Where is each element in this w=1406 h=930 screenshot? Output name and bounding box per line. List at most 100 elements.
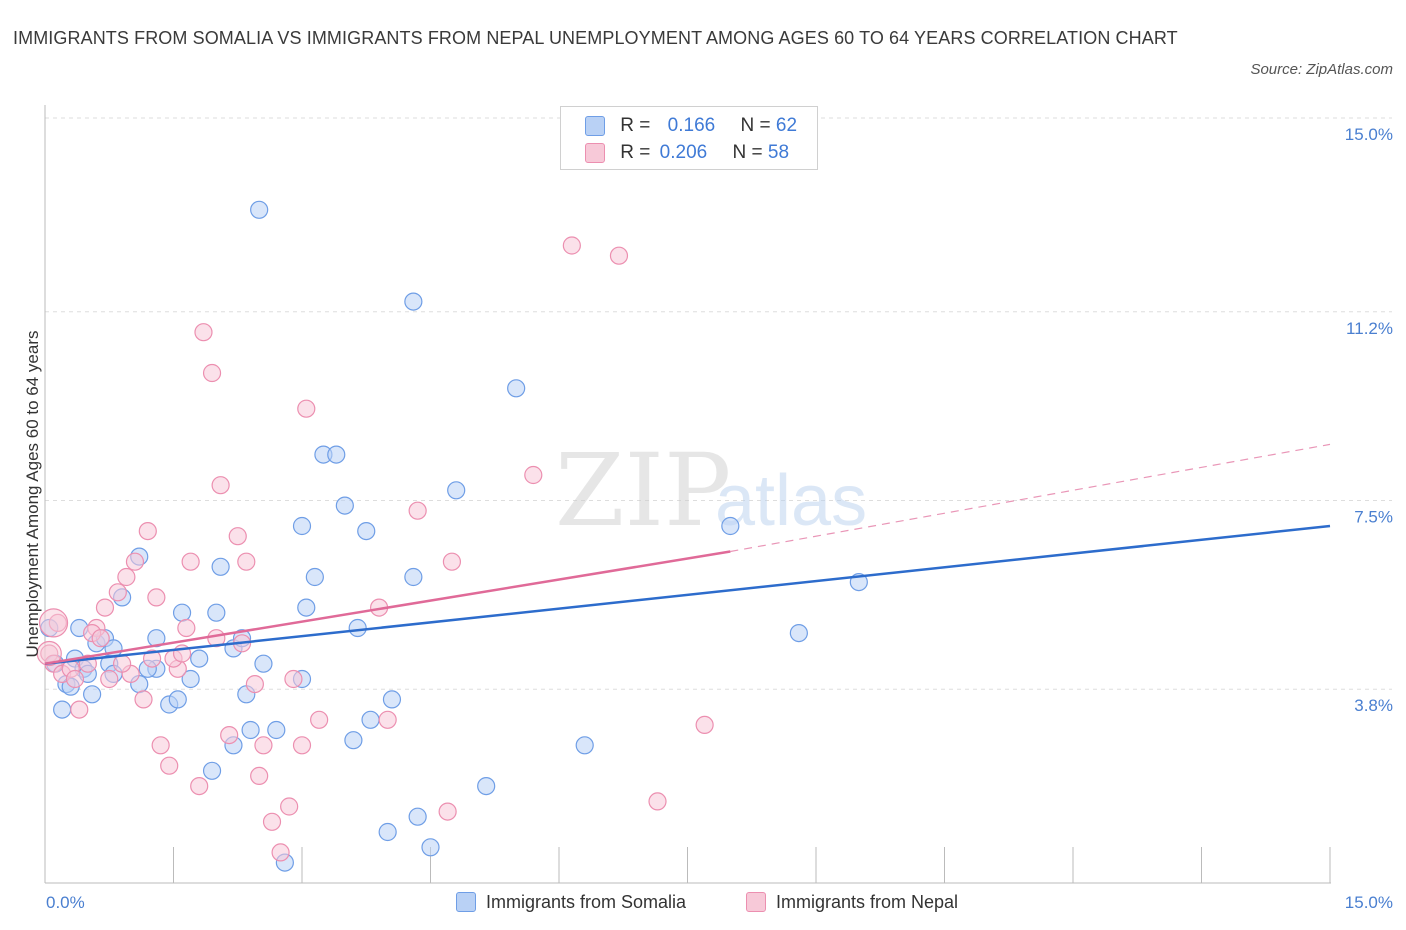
x-tick-label: 15.0% xyxy=(1345,893,1393,912)
data-point-somalia xyxy=(575,736,594,755)
data-point-somalia xyxy=(327,445,346,464)
data-point-nepal xyxy=(408,501,427,520)
data-point-nepal xyxy=(250,766,269,786)
data-point-somalia xyxy=(507,379,526,398)
data-point-nepal xyxy=(108,583,127,602)
data-point-somalia xyxy=(250,200,269,219)
data-point-somalia xyxy=(404,292,423,311)
trend-line-nepal xyxy=(44,550,731,665)
bottom-legend-swatch-nepal xyxy=(746,891,766,912)
data-point-somalia xyxy=(207,603,226,622)
tick-labels: 3.8% 7.5% 11.2% 15.0% 0.0% 15.0% xyxy=(46,125,1393,912)
bottom-legend-nepal: Immigrants from Nepal xyxy=(746,889,958,915)
legend-n-value: 62 xyxy=(775,115,798,136)
legend-n-label: N = xyxy=(740,115,771,136)
y-axis-label: Unemployment Among Ages 60 to 64 years xyxy=(23,331,42,658)
data-point-somalia xyxy=(202,761,222,780)
trend-lines xyxy=(44,443,1331,665)
data-point-nepal xyxy=(228,527,247,546)
data-point-nepal xyxy=(237,552,256,571)
data-point-nepal xyxy=(562,236,581,255)
chart-title: IMMIGRANTS FROM SOMALIA VS IMMIGRANTS FR… xyxy=(13,28,1178,48)
data-point-somalia xyxy=(305,567,324,587)
data-point-somalia xyxy=(382,690,402,709)
data-point-somalia xyxy=(181,669,200,689)
data-point-nepal xyxy=(297,399,316,418)
source-label: Source: ZipAtlas.com xyxy=(1250,61,1393,78)
data-point-nepal xyxy=(36,640,62,667)
data-point-nepal xyxy=(95,598,115,617)
y-tick-label: 3.8% xyxy=(1354,696,1393,715)
data-point-somalia xyxy=(254,654,273,673)
bottom-legend-somalia: Immigrants from Somalia xyxy=(456,889,686,915)
data-point-nepal xyxy=(442,552,462,571)
bottom-legend-swatch-somalia xyxy=(456,891,476,912)
data-point-nepal xyxy=(220,725,239,745)
data-point-nepal xyxy=(280,797,299,816)
watermark: ZIP atlas xyxy=(555,432,867,549)
data-point-nepal xyxy=(160,756,179,775)
data-point-nepal xyxy=(194,323,213,342)
data-point-nepal xyxy=(151,736,170,755)
data-point-somalia xyxy=(408,807,427,826)
data-point-nepal xyxy=(695,715,714,735)
trend-line-nepal-extension xyxy=(730,443,1331,553)
data-point-nepal xyxy=(609,246,629,265)
series-nepal-points xyxy=(36,236,714,862)
data-point-somalia xyxy=(241,720,260,740)
data-point-nepal xyxy=(310,710,329,729)
data-point-nepal xyxy=(142,649,162,668)
y-tick-label: 7.5% xyxy=(1354,508,1393,527)
trend-line-somalia xyxy=(44,524,1331,665)
bottom-legend-label-somalia: Immigrants from Somalia xyxy=(486,892,687,912)
data-point-nepal xyxy=(38,608,69,638)
data-point-somalia xyxy=(421,838,440,857)
legend-n-label: N = xyxy=(732,142,763,163)
legend-n-value: 58 xyxy=(767,142,790,163)
data-point-nepal xyxy=(284,669,303,689)
data-point-nepal xyxy=(147,588,166,607)
data-point-nepal xyxy=(202,363,222,383)
data-point-nepal xyxy=(65,669,85,689)
legend-r-label: R = xyxy=(620,142,651,163)
legend-swatch-nepal xyxy=(585,142,605,163)
data-point-nepal xyxy=(138,521,157,541)
data-point-somalia xyxy=(789,623,808,643)
data-point-nepal xyxy=(211,476,230,495)
y-tick-label: 15.0% xyxy=(1345,125,1393,144)
series-somalia-points xyxy=(40,200,868,872)
data-point-nepal xyxy=(100,669,119,689)
data-point-somalia xyxy=(292,516,312,536)
data-point-nepal xyxy=(524,465,543,485)
data-point-nepal xyxy=(190,776,209,796)
watermark-zip: ZIP xyxy=(555,432,731,549)
gridlines xyxy=(45,117,1392,690)
data-point-somalia xyxy=(404,567,423,587)
legend-r-value: 0.166 xyxy=(667,115,716,136)
data-point-nepal xyxy=(292,736,312,755)
data-point-somalia xyxy=(348,618,367,638)
data-point-nepal xyxy=(134,690,153,709)
data-point-nepal xyxy=(254,736,273,755)
data-point-nepal xyxy=(181,552,200,571)
data-point-somalia xyxy=(211,557,230,576)
data-point-somalia xyxy=(344,731,363,750)
data-point-nepal xyxy=(70,700,89,719)
legend-r-value: 0.206 xyxy=(659,142,708,163)
legend: R = 0.166 N = 62 R = 0.206 N = 58 xyxy=(560,106,818,170)
data-point-nepal xyxy=(91,629,110,648)
data-point-somalia xyxy=(378,822,397,842)
data-point-nepal xyxy=(177,618,196,638)
data-point-somalia xyxy=(357,521,376,541)
data-point-somalia xyxy=(721,516,740,536)
data-point-somalia xyxy=(190,649,209,668)
data-point-nepal xyxy=(117,567,136,587)
data-point-somalia xyxy=(53,700,72,719)
bottom-legend-label-nepal: Immigrants from Nepal xyxy=(776,892,959,912)
data-point-somalia xyxy=(168,690,187,709)
data-point-nepal xyxy=(648,792,667,811)
data-point-somalia xyxy=(297,598,316,617)
data-point-somalia xyxy=(477,776,496,796)
data-point-somalia xyxy=(83,685,102,704)
y-tick-label: 11.2% xyxy=(1346,319,1393,338)
